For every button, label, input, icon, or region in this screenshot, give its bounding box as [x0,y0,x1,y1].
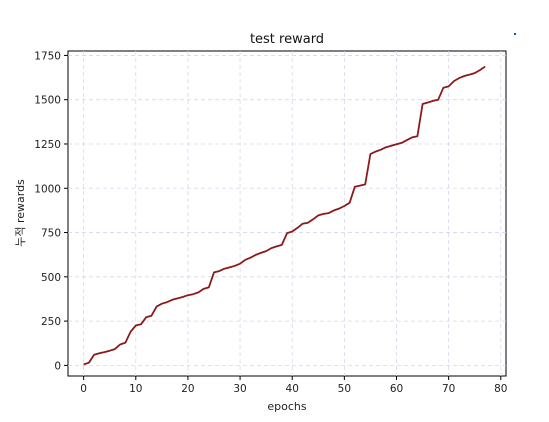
y-tick-label: 750 [41,228,61,240]
x-tick-label: 20 [181,383,194,395]
y-tick-label: 250 [41,316,61,328]
y-tick-label: 1500 [34,95,61,107]
x-tick-label: 40 [286,383,299,395]
plot-frame [67,50,507,377]
series-layer [83,65,486,366]
y-axis-label: 누적 rewards [14,179,27,247]
x-tick-label: 10 [129,383,142,395]
x-tick-label: 0 [80,383,87,395]
x-tick-label: 60 [390,383,403,395]
series-line [83,65,486,366]
y-tick-label: 1250 [34,139,61,151]
grid [68,51,506,376]
chart-title: test reward [250,32,324,47]
x-tick-label: 30 [233,383,246,395]
x-tick-label: 70 [442,383,455,395]
ticks: 0 10 20 30 40 50 60 70 80 0 250 500 750 1000 1250 1500 1… [34,50,507,395]
stray-marker [514,33,516,35]
y-tick-label: 1750 [34,50,61,62]
y-tick-label: 500 [41,272,61,284]
x-axis-label: epochs [267,400,306,413]
y-tick-label: 0 [54,360,61,372]
x-tick-label: 50 [338,383,351,395]
x-tick-label: 80 [494,383,507,395]
y-tick-label: 1000 [34,183,61,195]
